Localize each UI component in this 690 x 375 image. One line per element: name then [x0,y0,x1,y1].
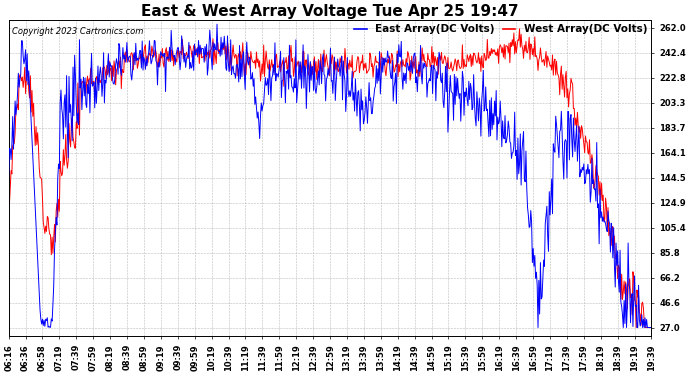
Legend: East Array(DC Volts), West Array(DC Volts): East Array(DC Volts), West Array(DC Volt… [350,20,651,39]
Text: Copyright 2023 Cartronics.com: Copyright 2023 Cartronics.com [12,27,144,36]
Title: East & West Array Voltage Tue Apr 25 19:47: East & West Array Voltage Tue Apr 25 19:… [141,4,519,19]
